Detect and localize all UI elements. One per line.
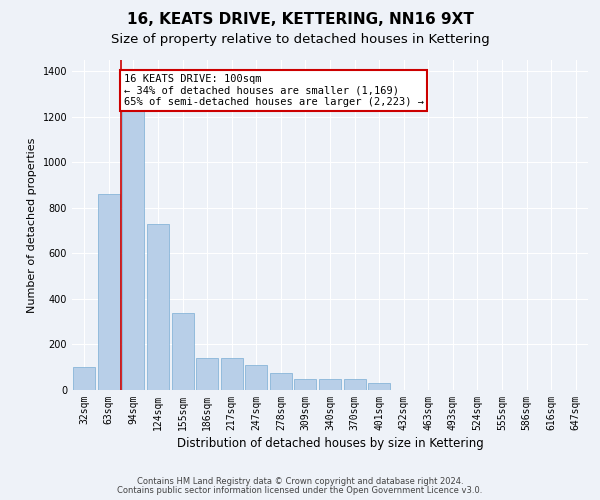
Text: Contains HM Land Registry data © Crown copyright and database right 2024.: Contains HM Land Registry data © Crown c…: [137, 477, 463, 486]
Text: 16, KEATS DRIVE, KETTERING, NN16 9XT: 16, KEATS DRIVE, KETTERING, NN16 9XT: [127, 12, 473, 28]
Text: 16 KEATS DRIVE: 100sqm
← 34% of detached houses are smaller (1,169)
65% of semi-: 16 KEATS DRIVE: 100sqm ← 34% of detached…: [124, 74, 424, 107]
Bar: [295, 378, 316, 390]
Bar: [147, 224, 169, 390]
Bar: [98, 194, 120, 390]
Y-axis label: Number of detached properties: Number of detached properties: [27, 138, 37, 312]
Bar: [122, 110, 145, 390]
Bar: [245, 365, 268, 390]
Text: Size of property relative to detached houses in Kettering: Size of property relative to detached ho…: [110, 32, 490, 46]
Text: Contains public sector information licensed under the Open Government Licence v3: Contains public sector information licen…: [118, 486, 482, 495]
Bar: [270, 373, 292, 390]
X-axis label: Distribution of detached houses by size in Kettering: Distribution of detached houses by size …: [176, 437, 484, 450]
Bar: [221, 358, 243, 390]
Bar: [368, 383, 390, 390]
Bar: [319, 378, 341, 390]
Bar: [344, 378, 365, 390]
Bar: [172, 312, 194, 390]
Bar: [196, 358, 218, 390]
Bar: [73, 367, 95, 390]
